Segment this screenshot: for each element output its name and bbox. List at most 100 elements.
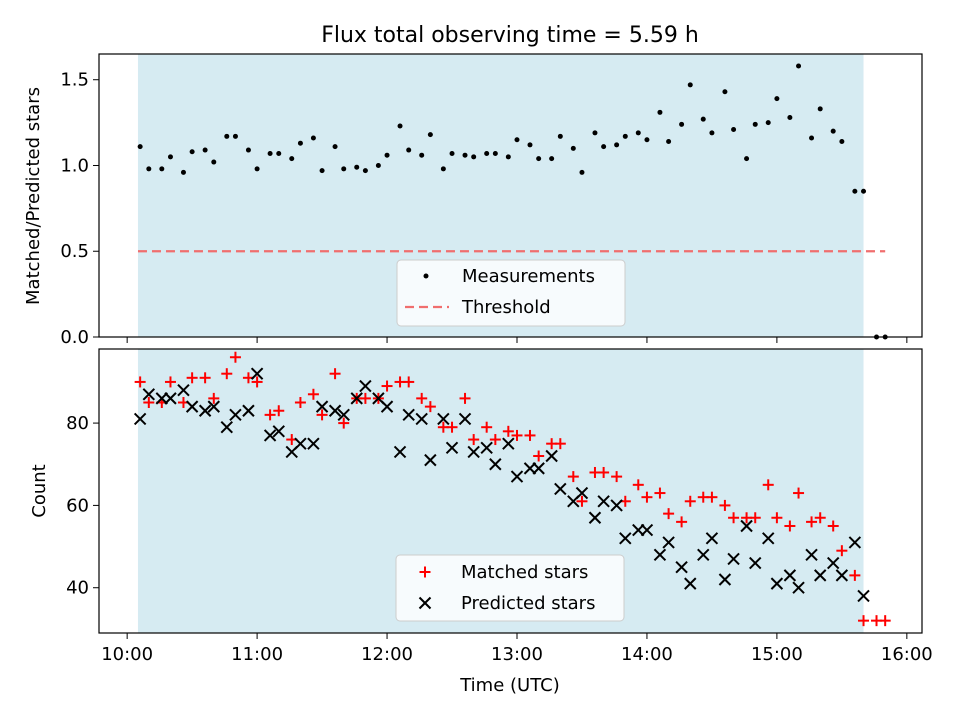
matched-star-point bbox=[533, 450, 545, 462]
predicted-star-point bbox=[684, 577, 697, 590]
matched-star-point bbox=[879, 615, 891, 627]
measurement-point bbox=[592, 130, 598, 136]
cross-stroke-b bbox=[640, 523, 654, 537]
predicted-star-point bbox=[619, 532, 632, 545]
predicted-star-point bbox=[727, 552, 740, 566]
predicted-star-point bbox=[640, 523, 654, 537]
measurement-point bbox=[549, 156, 555, 162]
predicted-star-point bbox=[697, 548, 710, 562]
bottom-y-tick-label: 60 bbox=[66, 495, 89, 516]
bottom-x-tick-label: 13:00 bbox=[491, 644, 543, 665]
cross-stroke-b bbox=[805, 548, 818, 562]
measurement-point bbox=[492, 150, 498, 156]
matched-star-point bbox=[641, 491, 653, 503]
predicted-star-point bbox=[467, 445, 480, 459]
measurement-point bbox=[514, 137, 520, 143]
predicted-star-point bbox=[740, 519, 753, 533]
matched-star-point bbox=[806, 516, 818, 528]
measurement-point bbox=[709, 130, 715, 136]
measurement-point bbox=[319, 168, 325, 174]
measurement-point bbox=[700, 116, 706, 122]
measurement-point bbox=[384, 152, 390, 158]
cross-stroke-b bbox=[229, 408, 242, 422]
cross-stroke-b bbox=[489, 458, 502, 471]
cross-stroke-b bbox=[588, 511, 602, 524]
measurement-point bbox=[536, 156, 542, 162]
top-axes-frame bbox=[98, 53, 923, 338]
predicted-star-point bbox=[359, 379, 372, 393]
cross-stroke-b bbox=[207, 400, 220, 413]
predicted-stars-points bbox=[133, 367, 870, 603]
top-panel: 0.0 0.5 1.0 1.5 Matched/Predicted stars Mea… bbox=[23, 53, 923, 348]
matched-star-point bbox=[424, 401, 436, 413]
measurement-point bbox=[765, 120, 771, 126]
measurement-point bbox=[211, 159, 217, 165]
cross-stroke-b bbox=[250, 367, 264, 380]
predicted-star-point bbox=[610, 499, 623, 512]
cross-stroke-b bbox=[307, 437, 320, 450]
bottom-x-tick-label: 10:00 bbox=[101, 644, 153, 665]
matched-star-point bbox=[524, 429, 536, 441]
measurement-point bbox=[635, 130, 641, 136]
measurement-point bbox=[276, 150, 282, 156]
top-y-tick-label: 0.0 bbox=[60, 327, 89, 348]
legend-matched-marker bbox=[419, 566, 431, 578]
bottom-legend: Matched stars Predicted stars bbox=[395, 554, 625, 622]
measurement-point bbox=[397, 123, 403, 129]
predicted-star-point bbox=[458, 412, 472, 426]
cross-stroke-b bbox=[684, 577, 697, 590]
matched-star-point bbox=[728, 512, 740, 524]
predicted-star-point bbox=[792, 581, 805, 594]
measurement-point bbox=[167, 154, 173, 160]
predicted-star-point bbox=[835, 569, 849, 582]
matched-star-point bbox=[749, 512, 761, 524]
predicted-star-point bbox=[597, 495, 610, 508]
matched-star-point bbox=[199, 372, 211, 384]
cross-stroke-b bbox=[675, 560, 688, 574]
cross-stroke-b bbox=[554, 482, 567, 496]
cross-stroke-b bbox=[185, 400, 199, 413]
measurement-point bbox=[579, 169, 585, 175]
measurement-point bbox=[254, 166, 260, 172]
measurement-point bbox=[267, 150, 273, 156]
bottom-x-tick-label: 15:00 bbox=[751, 644, 803, 665]
measurement-point bbox=[297, 140, 303, 146]
cross-stroke-b bbox=[458, 412, 472, 426]
matched-star-point bbox=[359, 392, 371, 404]
measurement-point bbox=[830, 128, 836, 134]
chart-title: Flux total observing time = 5.59 h bbox=[321, 23, 699, 48]
matched-star-point bbox=[576, 495, 588, 507]
matched-star-point bbox=[511, 429, 523, 441]
matched-star-point bbox=[793, 487, 805, 499]
cross-stroke-b bbox=[372, 392, 385, 405]
predicted-star-point bbox=[445, 441, 459, 454]
matched-star-point bbox=[329, 368, 341, 380]
cross-stroke-b bbox=[770, 577, 784, 590]
cross-stroke-b bbox=[792, 581, 805, 594]
cross-stroke-b bbox=[762, 532, 775, 545]
measurement-point bbox=[310, 135, 316, 141]
predicted-star-point bbox=[350, 392, 363, 405]
matched-star-point bbox=[654, 487, 666, 499]
bottom-y-axis-label: Count bbox=[29, 464, 50, 517]
cross-stroke-b bbox=[133, 412, 147, 426]
measurement-point bbox=[731, 126, 737, 132]
bottom-y-axis: 40 60 80 bbox=[66, 413, 99, 599]
predicted-star-point bbox=[198, 404, 212, 417]
cross-stroke-b bbox=[610, 499, 623, 512]
predicted-star-point bbox=[250, 367, 264, 380]
predicted-star-point bbox=[510, 470, 524, 483]
measurement-point bbox=[202, 147, 208, 153]
cross-stroke-b bbox=[415, 412, 428, 426]
matched-star-point bbox=[307, 388, 319, 400]
matched-star-point bbox=[416, 392, 428, 404]
predicted-star-point bbox=[294, 437, 307, 450]
bottom-legend-box bbox=[395, 554, 625, 622]
cross-stroke-b bbox=[727, 552, 740, 566]
predicted-star-point bbox=[133, 412, 147, 426]
cross-stroke-b bbox=[848, 536, 862, 549]
matched-star-point bbox=[554, 438, 566, 450]
measurement-point bbox=[189, 149, 195, 155]
top-y-axis: 0.0 0.5 1.0 1.5 bbox=[60, 70, 99, 348]
legend-predicted-marker bbox=[418, 596, 432, 610]
